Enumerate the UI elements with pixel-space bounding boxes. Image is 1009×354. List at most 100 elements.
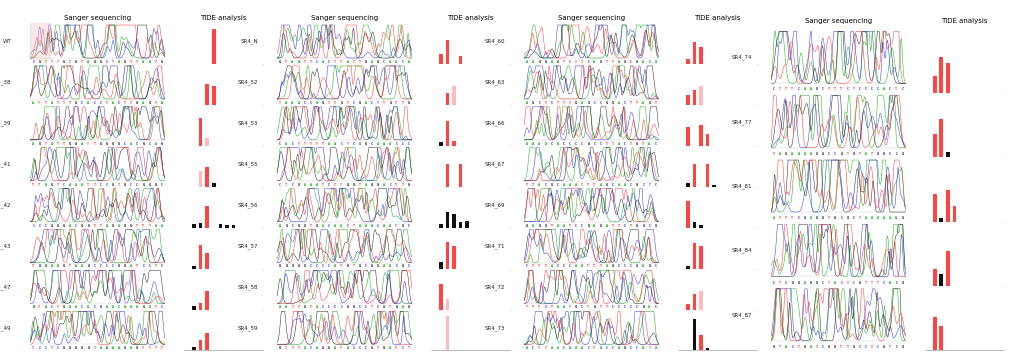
Bar [205, 138, 209, 146]
Text: T: T [605, 306, 607, 309]
Text: SR4_81: SR4_81 [732, 183, 752, 189]
Text: A: A [389, 346, 391, 350]
Text: A: A [834, 281, 836, 285]
Bar [939, 57, 943, 93]
Text: G: G [408, 183, 410, 187]
Text: C: C [649, 60, 651, 64]
Text: A: A [649, 142, 651, 146]
Text: A: A [81, 183, 84, 187]
Bar [699, 246, 703, 269]
Text: T: T [154, 101, 156, 105]
Text: A: A [883, 216, 885, 220]
Text: A: A [563, 306, 565, 309]
Text: A: A [365, 101, 367, 105]
Text: A: A [112, 306, 114, 309]
Text: SR4_63: SR4_63 [484, 80, 506, 85]
Bar [205, 206, 209, 228]
Text: C: C [94, 264, 96, 268]
Text: G: G [124, 264, 126, 268]
Text: C: C [532, 346, 535, 350]
Text: C: C [136, 142, 138, 146]
Bar [699, 47, 703, 64]
Text: C: C [352, 142, 355, 146]
Text: T: T [587, 306, 589, 309]
Text: WT: WT [3, 39, 11, 44]
Bar [452, 141, 456, 146]
Text: C: C [383, 60, 385, 64]
Text: C: C [630, 183, 633, 187]
Bar [465, 221, 469, 228]
Text: TIDE analysis: TIDE analysis [941, 18, 988, 24]
Text: G: G [532, 101, 535, 105]
Text: C: C [44, 224, 46, 228]
Text: G: G [112, 142, 114, 146]
Text: C: C [853, 281, 855, 285]
Text: A: A [130, 142, 132, 146]
Text: G: G [371, 183, 373, 187]
Text: C: C [822, 345, 824, 349]
Text: C: C [106, 183, 108, 187]
Text: C: C [859, 87, 861, 91]
Text: T: T [340, 264, 342, 268]
Text: G: G [402, 264, 404, 268]
Text: A: A [286, 142, 288, 146]
Text: G: G [142, 142, 144, 146]
Text: T: T [334, 101, 336, 105]
Text: C: C [563, 346, 565, 350]
Text: C: C [328, 306, 330, 309]
Text: C: C [637, 346, 639, 350]
Text: G: G [365, 142, 367, 146]
Text: T: T [816, 345, 818, 349]
Text: C: C [822, 87, 824, 91]
Text: A: A [50, 264, 52, 268]
Text: A: A [649, 306, 651, 309]
Text: C: C [773, 281, 775, 285]
Text: G: G [822, 152, 824, 156]
Bar [692, 164, 696, 187]
Text: T: T [328, 101, 330, 105]
Text: C: C [569, 60, 571, 64]
Text: C: C [526, 264, 529, 268]
Text: T: T [895, 87, 897, 91]
Text: T: T [352, 264, 355, 268]
Text: T: T [377, 346, 379, 350]
Bar [692, 294, 696, 309]
Text: T: T [88, 142, 90, 146]
Text: G: G [322, 101, 324, 105]
Text: T: T [112, 60, 114, 64]
Text: G: G [298, 264, 300, 268]
Text: A: A [88, 60, 90, 64]
Text: C: C [655, 142, 657, 146]
Text: T: T [358, 60, 361, 64]
Bar [946, 63, 949, 93]
Text: G: G [643, 306, 645, 309]
Text: T: T [871, 345, 873, 349]
Text: T: T [340, 346, 342, 350]
Bar [686, 127, 689, 146]
Text: A: A [575, 346, 577, 350]
Text: G: G [809, 281, 812, 285]
Text: G: G [279, 60, 282, 64]
Text: G: G [575, 101, 577, 105]
Text: A: A [791, 152, 793, 156]
Text: T: T [785, 216, 787, 220]
Text: G: G [901, 345, 904, 349]
Text: T: T [57, 142, 59, 146]
Text: G: G [834, 345, 836, 349]
Text: G: G [63, 264, 65, 268]
Text: G: G [365, 60, 367, 64]
Text: A: A [118, 60, 120, 64]
Text: C: C [618, 306, 620, 309]
Text: T: T [334, 183, 336, 187]
Text: G: G [100, 60, 102, 64]
Text: T: T [88, 183, 90, 187]
Text: G: G [124, 224, 126, 228]
Bar [459, 164, 462, 187]
Text: G: G [63, 60, 65, 64]
Text: A: A [581, 101, 583, 105]
Text: A: A [655, 60, 657, 64]
Text: T: T [539, 264, 541, 268]
Text: C: C [396, 142, 398, 146]
Text: G: G [853, 345, 855, 349]
Bar [446, 299, 449, 309]
